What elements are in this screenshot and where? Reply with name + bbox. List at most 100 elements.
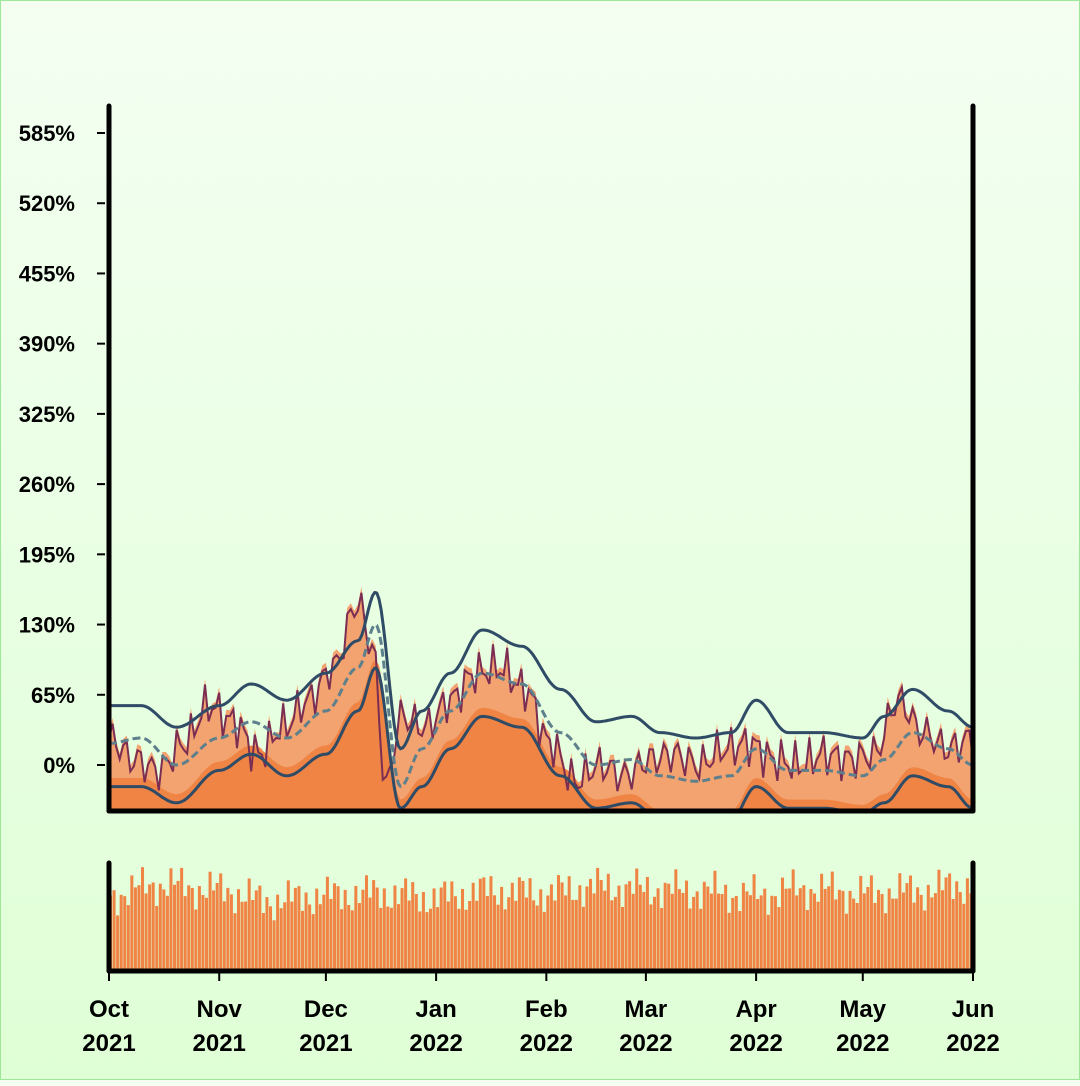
volume-bar [123,896,127,971]
volume-bar [862,893,866,971]
volume-bar [251,900,255,971]
volume-bar [336,886,340,971]
volume-bar [916,887,920,971]
volume-bar [222,901,226,971]
volume-bar [340,909,344,971]
moving-average-line [109,623,973,789]
volume-bar [827,886,831,971]
main-plot [109,586,973,811]
volume-bar [667,883,671,971]
volume-bar [389,907,393,971]
volume-bar [809,889,813,971]
volume-bar [365,875,369,971]
volume-bar [820,873,824,971]
volume-bar [290,901,294,971]
volume-bar [173,884,177,971]
volume-bar [958,892,962,971]
volume-bar [201,895,205,971]
volume-bar [205,897,209,971]
volume-bar [628,881,632,971]
volume-bar [752,874,756,971]
volume-bar [404,878,408,971]
volume-bar [816,901,820,971]
volume-bar [411,882,415,971]
volume-bar [350,910,354,971]
volume-bar [510,882,514,971]
volume-bar [866,887,870,971]
volume-bar [180,867,184,971]
volume-bar [293,887,297,971]
volume-bar [877,889,881,971]
volume-bar [571,899,575,971]
x-tick-label-month: May [839,996,886,1023]
volume-bar [837,889,841,971]
volume-bar [468,901,472,971]
volume-bar [692,896,696,971]
volume-bar [905,883,909,971]
volume-bar [653,896,657,971]
volume-bar [617,885,621,971]
x-tick-label-month: Dec [304,996,348,1023]
volume-bar [834,899,838,971]
volume-bar [944,877,948,971]
volume-bar [663,882,667,971]
volume-bar [649,904,653,971]
plot-area [109,586,973,811]
volume-bar [599,880,603,971]
volume-bar [507,897,511,971]
volume-bar [148,884,152,971]
volume-bar [183,896,187,971]
volume-bar [766,914,770,971]
volume-bar [887,888,891,971]
volume-bar [567,876,571,971]
volume-bar [830,871,834,971]
volume-bar [357,903,361,971]
volume-bar [745,891,749,971]
x-tick-label-month: Jun [952,996,995,1023]
volume-bar [503,909,507,971]
volume-bar [749,895,753,971]
volume-bar [261,913,265,971]
volume-bar [937,869,941,971]
volume-bar [798,888,802,971]
y-tick-label: 325% [19,402,75,427]
volume-bar [436,907,440,971]
volume-bar [539,889,543,971]
volume-bar [720,894,724,971]
volume-bar [400,888,404,971]
volume-bar [130,875,134,971]
volume-bar [784,888,788,971]
volume-bar [496,904,500,971]
y-tick-label: 130% [19,613,75,638]
volume-bar [315,888,319,971]
volume-bar [386,906,390,971]
volume-bar [955,881,959,971]
volume-bar [212,890,216,971]
volume-bar [244,901,248,971]
volume-bar [660,908,664,971]
volume-bar [845,913,849,971]
volume-bar [119,894,123,971]
volume-bar [375,887,379,971]
volume-bar [190,888,194,971]
volume-bar [493,895,497,971]
volume-bar [603,890,607,971]
volume-bar [425,912,429,971]
volume-bar [169,868,173,971]
volume-bar [443,881,447,971]
volume-bar [187,885,191,971]
volume-bar [670,893,674,971]
volume-bar [464,909,468,971]
axes [106,103,976,974]
volume-bar [517,877,521,971]
volume-bar [329,898,333,971]
volume-bar [674,869,678,971]
volume-bar [439,887,443,971]
volume-bar [525,897,529,971]
volume-bar [165,895,169,971]
y-tick-label: 195% [19,542,75,567]
volume-bar [347,905,351,971]
volume-bar [731,897,735,971]
x-tick-label-month: Mar [625,996,668,1023]
volume-bar [482,877,486,971]
